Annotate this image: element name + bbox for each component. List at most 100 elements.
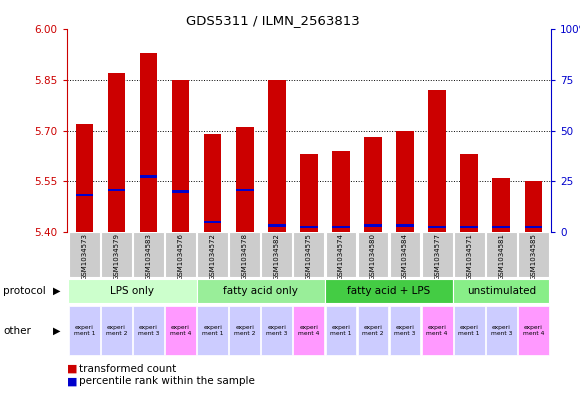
Bar: [75, 194, 93, 196]
Bar: [358, 232, 389, 277]
Bar: [332, 151, 350, 232]
Bar: [69, 306, 100, 355]
Bar: [332, 226, 350, 228]
Text: GSM1034572: GSM1034572: [209, 233, 216, 280]
Text: GSM1034571: GSM1034571: [466, 233, 472, 280]
Text: LPS only: LPS only: [110, 286, 154, 296]
Bar: [428, 226, 446, 228]
Bar: [229, 306, 260, 355]
Text: GDS5311 / ILMN_2563813: GDS5311 / ILMN_2563813: [186, 14, 360, 27]
Bar: [364, 224, 382, 227]
Text: experi
ment 4: experi ment 4: [298, 325, 320, 336]
Bar: [325, 232, 356, 277]
Text: percentile rank within the sample: percentile rank within the sample: [79, 376, 255, 386]
Text: experi
ment 1: experi ment 1: [330, 325, 351, 336]
Bar: [453, 279, 549, 303]
Text: experi
ment 2: experi ment 2: [106, 325, 127, 336]
Text: experi
ment 1: experi ment 1: [74, 325, 95, 336]
Bar: [101, 306, 132, 355]
Bar: [390, 232, 420, 277]
Bar: [358, 306, 389, 355]
Bar: [108, 189, 125, 191]
Bar: [454, 306, 485, 355]
Bar: [364, 138, 382, 232]
Bar: [197, 232, 228, 277]
Bar: [396, 130, 414, 232]
Bar: [486, 306, 517, 355]
Bar: [75, 124, 93, 232]
Text: experi
ment 1: experi ment 1: [458, 325, 480, 336]
Bar: [300, 154, 318, 232]
Text: experi
ment 4: experi ment 4: [523, 325, 544, 336]
Bar: [133, 306, 164, 355]
Bar: [325, 306, 356, 355]
Bar: [293, 232, 324, 277]
Text: GSM1034584: GSM1034584: [402, 233, 408, 280]
Bar: [492, 226, 510, 228]
Bar: [236, 127, 253, 232]
Text: GSM1034581: GSM1034581: [498, 233, 504, 280]
Text: experi
ment 3: experi ment 3: [138, 325, 159, 336]
Text: ■: ■: [67, 364, 77, 374]
Text: experi
ment 4: experi ment 4: [170, 325, 191, 336]
Text: GSM1034577: GSM1034577: [434, 233, 440, 280]
Bar: [518, 232, 549, 277]
Text: experi
ment 2: experi ment 2: [234, 325, 255, 336]
Bar: [390, 306, 420, 355]
Text: GSM1034579: GSM1034579: [114, 233, 119, 280]
Text: experi
ment 1: experi ment 1: [202, 325, 223, 336]
Bar: [492, 178, 510, 232]
Bar: [229, 232, 260, 277]
Bar: [454, 232, 485, 277]
Bar: [293, 306, 324, 355]
Text: GSM1034582: GSM1034582: [274, 233, 280, 280]
Bar: [68, 279, 197, 303]
Text: GSM1034574: GSM1034574: [338, 233, 344, 280]
Text: fatty acid + LPS: fatty acid + LPS: [347, 286, 431, 296]
Text: ▶: ▶: [53, 325, 60, 336]
Bar: [165, 306, 196, 355]
Text: experi
ment 3: experi ment 3: [394, 325, 416, 336]
Text: fatty acid only: fatty acid only: [223, 286, 298, 296]
Bar: [262, 232, 292, 277]
Bar: [172, 80, 190, 232]
Text: ▶: ▶: [53, 286, 60, 296]
Bar: [197, 306, 228, 355]
Text: other: other: [3, 325, 31, 336]
Bar: [461, 226, 478, 228]
Bar: [461, 154, 478, 232]
Bar: [108, 73, 125, 232]
Bar: [524, 181, 542, 232]
Bar: [268, 80, 285, 232]
Bar: [396, 224, 414, 227]
Bar: [165, 232, 196, 277]
Bar: [524, 226, 542, 228]
Text: GSM1034585: GSM1034585: [530, 233, 536, 280]
Text: ■: ■: [67, 376, 77, 386]
Bar: [101, 232, 132, 277]
Bar: [325, 279, 453, 303]
Bar: [204, 134, 222, 232]
Text: experi
ment 2: experi ment 2: [362, 325, 384, 336]
Text: GSM1034575: GSM1034575: [306, 233, 312, 280]
Text: GSM1034578: GSM1034578: [242, 233, 248, 280]
Text: GSM1034580: GSM1034580: [370, 233, 376, 280]
Text: unstimulated: unstimulated: [467, 286, 536, 296]
Text: transformed count: transformed count: [79, 364, 177, 374]
Bar: [140, 175, 157, 178]
Bar: [236, 189, 253, 191]
Bar: [486, 232, 517, 277]
Bar: [428, 90, 446, 232]
Bar: [262, 306, 292, 355]
Bar: [422, 306, 452, 355]
Text: experi
ment 4: experi ment 4: [426, 325, 448, 336]
Text: protocol: protocol: [3, 286, 46, 296]
Bar: [204, 221, 222, 224]
Bar: [140, 53, 157, 232]
Bar: [197, 279, 325, 303]
Bar: [518, 306, 549, 355]
Bar: [133, 232, 164, 277]
Bar: [69, 232, 100, 277]
Bar: [422, 232, 452, 277]
Text: experi
ment 3: experi ment 3: [266, 325, 288, 336]
